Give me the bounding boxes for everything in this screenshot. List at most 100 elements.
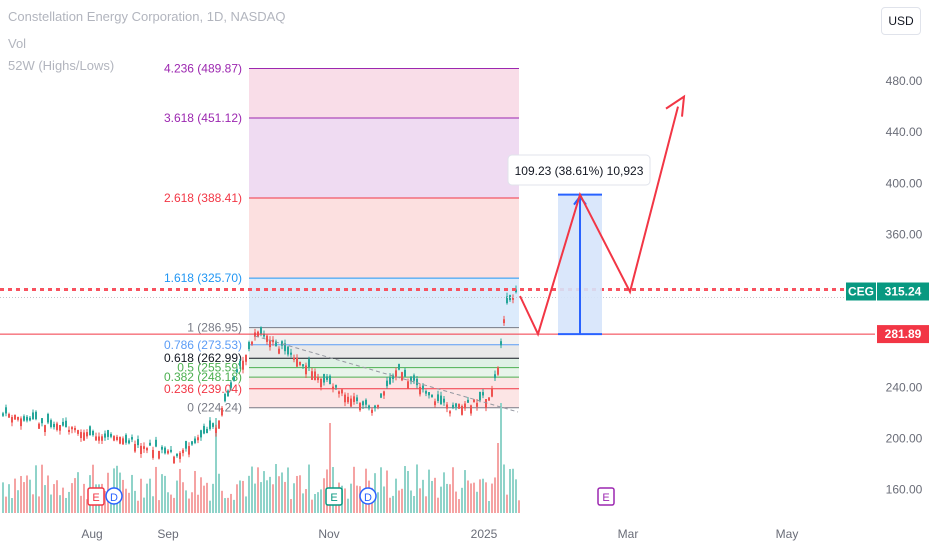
volume-bar: [68, 491, 70, 513]
candle-body: [395, 370, 397, 378]
candle-body: [506, 296, 508, 304]
volume-bar: [209, 500, 211, 513]
candle-body: [173, 456, 175, 464]
ticker-badge: [846, 282, 876, 301]
dividend-marker[interactable]: [359, 487, 377, 505]
volume-bar: [179, 468, 181, 513]
candle-body: [11, 417, 13, 423]
earnings-marker[interactable]: [87, 487, 105, 506]
x-tick-label: Sep: [157, 527, 179, 541]
volume-bar: [2, 482, 4, 513]
y-tick-label: 480.00: [886, 74, 923, 88]
volume-bar: [422, 479, 424, 513]
measure-label: 109.23 (38.61%) 10,923: [515, 164, 644, 178]
candle-body: [194, 438, 196, 443]
candle-body: [107, 430, 109, 437]
volume-bar: [344, 488, 346, 513]
candle-body: [176, 453, 178, 457]
candle-body: [38, 423, 40, 429]
volume-bar: [311, 499, 313, 513]
candle-body: [398, 364, 400, 370]
candle-body: [374, 405, 376, 409]
candle-body: [89, 426, 91, 436]
volume-bar: [482, 478, 484, 513]
candle-body: [182, 449, 184, 454]
fib-level-label: 1.618 (325.70): [164, 271, 242, 285]
candle-body: [326, 376, 328, 380]
x-tick-label: 2025: [471, 527, 498, 541]
volume-bar: [65, 497, 67, 513]
candle-body: [389, 377, 391, 384]
52w-indicator-label[interactable]: 52W (Highs/Lows): [8, 58, 115, 73]
candle-body: [497, 367, 499, 375]
candle-body: [425, 391, 427, 394]
volume-bar: [377, 492, 379, 513]
y-tick-label: 360.00: [886, 227, 923, 241]
volume-bar: [206, 482, 208, 513]
volume-bar: [14, 478, 16, 513]
volume-bar: [44, 485, 46, 513]
candle-body: [278, 348, 280, 354]
volume-bar: [152, 496, 154, 513]
horizontal-line-badge: [877, 325, 929, 344]
candle-body: [356, 397, 358, 402]
candle-body: [251, 341, 253, 345]
volume-bar: [224, 498, 226, 513]
candle-body: [317, 376, 319, 381]
volume-bar: [194, 470, 196, 513]
candle-body: [146, 448, 148, 451]
candle-body: [191, 441, 193, 445]
candle-body: [464, 403, 466, 409]
candle-body: [53, 423, 55, 428]
volume-bar: [437, 497, 439, 513]
volume-bar: [53, 484, 55, 513]
volume-bar: [203, 485, 205, 513]
volume-bar: [398, 490, 400, 513]
volume-bar: [230, 493, 232, 513]
candle-body: [131, 437, 133, 440]
candle-body: [491, 388, 493, 397]
candle-body: [35, 411, 37, 420]
fib-zone: [249, 344, 519, 359]
volume-bar: [23, 482, 25, 513]
projection-path[interactable]: [519, 106, 679, 337]
candle-body: [470, 405, 472, 414]
last-price-badge: [877, 282, 929, 301]
volume-bar: [347, 498, 349, 513]
earnings-marker[interactable]: [325, 487, 343, 506]
candle-body: [110, 433, 112, 437]
candle-body: [236, 369, 238, 373]
candle-body: [152, 449, 154, 458]
candle-body: [242, 360, 244, 370]
currency-button[interactable]: USD: [881, 7, 921, 35]
volume-bar: [356, 485, 358, 513]
volume-bar: [74, 478, 76, 513]
candle-body: [74, 427, 76, 431]
candle-body: [503, 319, 505, 324]
candle-body: [20, 418, 22, 427]
dividend-marker[interactable]: [105, 487, 123, 505]
volume-bar: [242, 480, 244, 513]
x-tick-label: May: [776, 527, 799, 541]
candle-body: [386, 380, 388, 387]
y-tick-label: 240.00: [886, 381, 923, 395]
volume-bar: [440, 486, 442, 513]
volume-indicator-label[interactable]: Vol: [8, 36, 27, 51]
earnings-marker[interactable]: [597, 487, 615, 506]
candle-body: [212, 423, 214, 427]
volume-bar: [506, 494, 508, 513]
candle-body: [455, 403, 457, 407]
candle-body: [17, 417, 19, 420]
fib-zone: [249, 377, 519, 389]
candle-body: [161, 446, 163, 450]
volume-bar: [245, 496, 247, 513]
candle-body: [512, 297, 514, 300]
candle-body: [500, 341, 502, 346]
fib-zone: [249, 117, 519, 199]
volume-bar: [395, 478, 397, 513]
candle-body: [401, 372, 403, 381]
candle-body: [113, 436, 115, 441]
volume-bar: [71, 483, 73, 513]
trend-line[interactable]: [254, 335, 519, 413]
